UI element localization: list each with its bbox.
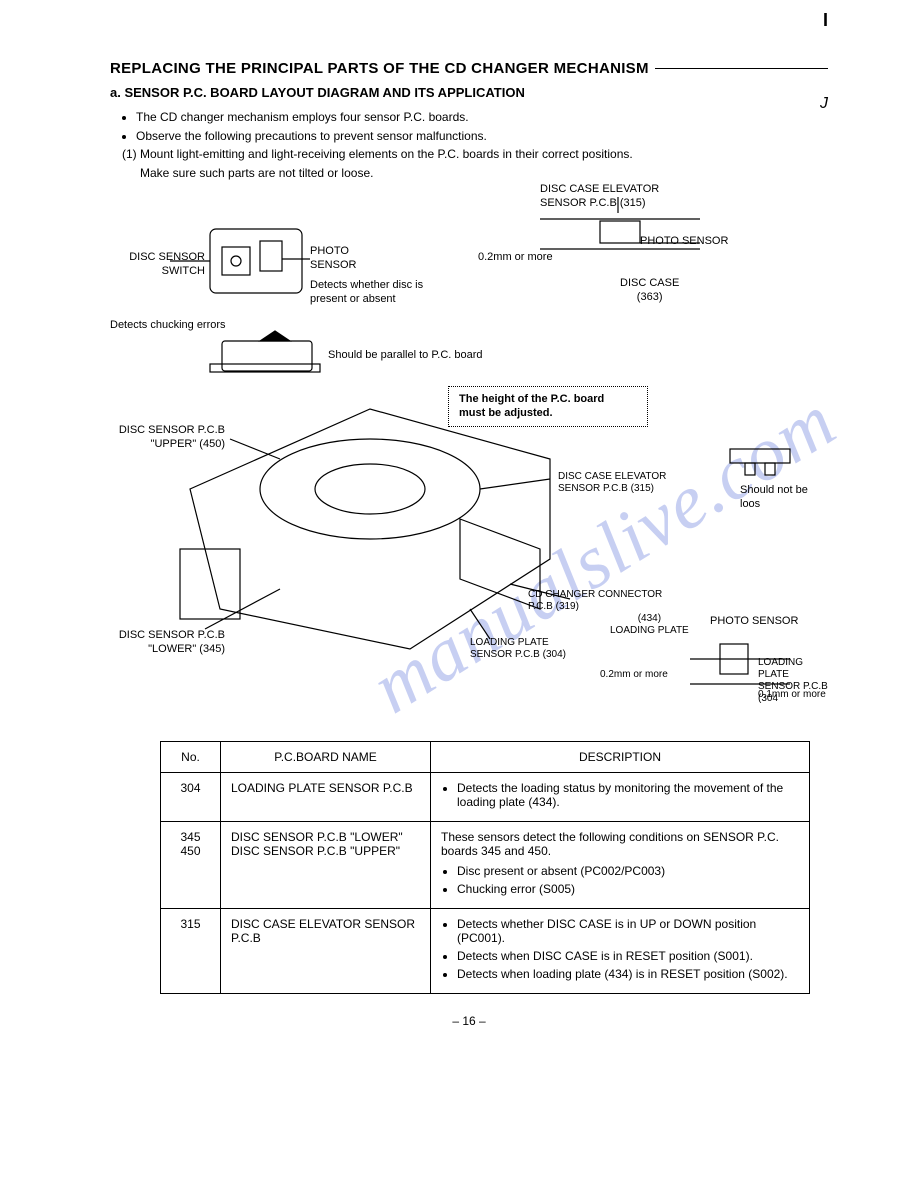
label-upper: DISC SENSOR P.C.B "UPPER" (450) — [110, 424, 225, 450]
intro-bullet-1: The CD changer mechanism employs four se… — [136, 110, 828, 126]
label-photo-sensor-br: PHOTO SENSOR — [710, 615, 798, 628]
diagram-area: manualslive.com — [110, 189, 830, 729]
th-no: No. — [161, 742, 221, 773]
label-loading-plate-sensor: LOADING PLATE SENSOR P.C.B (304) — [470, 637, 566, 661]
top-mark: I — [823, 10, 828, 31]
label-disc-case: DISC CASE (363) — [620, 277, 679, 303]
label-should-not-loose: Should not be loos — [740, 484, 830, 510]
label-elevator-top: DISC CASE ELEVATOR SENSOR P.C.B (315) — [540, 183, 659, 209]
cell-no: 304 — [161, 773, 221, 822]
main-heading: REPLACING THE PRINCIPAL PARTS OF THE CD … — [110, 60, 828, 77]
note-height-adjust: The height of the P.C. board must be adj… — [448, 386, 648, 426]
sub-heading: a. SENSOR P.C. BOARD LAYOUT DIAGRAM AND … — [110, 85, 828, 100]
cell-desc: These sensors detect the following condi… — [431, 822, 810, 909]
h1-text: REPLACING THE PRINCIPAL PARTS OF THE CD … — [110, 60, 649, 77]
th-name: P.C.BOARD NAME — [221, 742, 431, 773]
cell-desc: Detects the loading status by monitoring… — [431, 773, 810, 822]
cell-no: 345450 — [161, 822, 221, 909]
intro-list: The CD changer mechanism employs four se… — [122, 110, 828, 181]
th-desc: DESCRIPTION — [431, 742, 810, 773]
table-row: 345450DISC SENSOR P.C.B "LOWER"DISC SENS… — [161, 822, 810, 909]
cell-name: DISC SENSOR P.C.B "LOWER"DISC SENSOR P.C… — [221, 822, 431, 909]
label-photo-sensor-right: PHOTO SENSOR — [640, 235, 728, 248]
table-header-row: No. P.C.BOARD NAME DESCRIPTION — [161, 742, 810, 773]
label-connector: CD CHANGER CONNECTOR P.C.B (319) — [528, 589, 662, 613]
intro-numbered-1: (1) Mount light-emitting and light-recei… — [122, 147, 828, 163]
intro-numbered-1-cont: Make sure such parts are not tilted or l… — [140, 166, 828, 182]
cell-name: LOADING PLATE SENSOR P.C.B — [221, 773, 431, 822]
heading-rule — [655, 68, 828, 69]
table-row: 304LOADING PLATE SENSOR P.C.BDetects the… — [161, 773, 810, 822]
label-loading-plate-num: (434) LOADING PLATE — [610, 613, 689, 637]
label-disc-sensor-switch: DISC SENSOR SWITCH — [110, 251, 205, 277]
label-elevator-mid: DISC CASE ELEVATOR SENSOR P.C.B (315) — [558, 471, 666, 495]
cell-no: 315 — [161, 909, 221, 994]
cell-desc: Detects whether DISC CASE is in UP or DO… — [431, 909, 810, 994]
cell-name: DISC CASE ELEVATOR SENSOR P.C.B — [221, 909, 431, 994]
label-photo-sensor: PHOTO SENSOR — [310, 245, 356, 271]
pcb-table: No. P.C.BOARD NAME DESCRIPTION 304LOADIN… — [160, 741, 810, 994]
label-gap-1: 0.2mm or more — [478, 251, 553, 264]
table-row: 315DISC CASE ELEVATOR SENSOR P.C.BDetect… — [161, 909, 810, 994]
label-detects-present: Detects whether disc is present or absen… — [310, 279, 423, 305]
page-number: – 16 – — [110, 1014, 828, 1028]
label-parallel: Should be parallel to P.C. board — [328, 349, 483, 362]
label-loading-plate-sensor-r: LOADING PLATE SENSOR P.C.B (304 — [758, 657, 830, 705]
table-body: 304LOADING PLATE SENSOR P.C.BDetects the… — [161, 773, 810, 994]
corner-mark: J — [820, 95, 828, 113]
label-detects-chucking: Detects chucking errors — [110, 319, 226, 332]
label-lower: DISC SENSOR P.C.B "LOWER" (345) — [110, 629, 225, 655]
intro-bullet-2: Observe the following precautions to pre… — [136, 129, 828, 145]
label-gap-2: 0.2mm or more — [600, 669, 668, 681]
